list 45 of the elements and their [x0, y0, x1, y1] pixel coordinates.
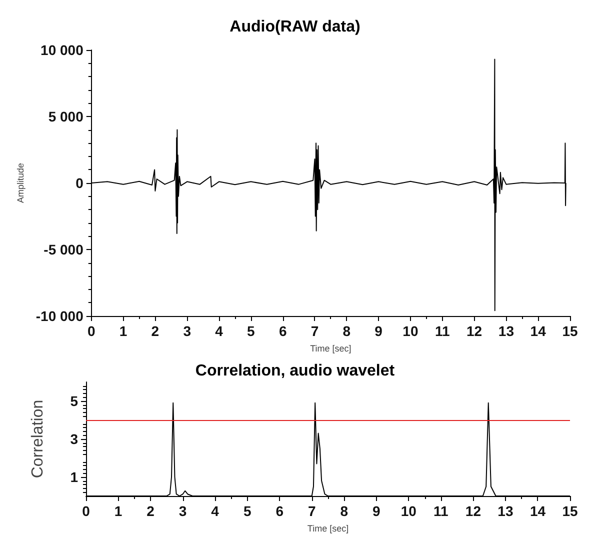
- x-tick-label: 0: [87, 323, 96, 339]
- x-tick-label: 12: [465, 503, 482, 519]
- y-tick-label: 3: [70, 431, 78, 447]
- x-tick-label: 5: [247, 323, 256, 339]
- y-axis-title: Correlation: [30, 400, 46, 478]
- x-tick-label: 11: [434, 503, 449, 519]
- x-tick-label: 8: [342, 323, 351, 339]
- x-tick-label: 1: [114, 503, 122, 519]
- y-tick-label: -5 000: [44, 242, 84, 258]
- x-tick-label: 3: [183, 323, 192, 339]
- x-tick-label: 7: [308, 503, 316, 519]
- x-tick-label: 13: [498, 323, 514, 339]
- chart-title: Audio(RAW data): [230, 18, 360, 36]
- x-tick-label: 2: [151, 323, 160, 339]
- x-tick-label: 14: [530, 503, 546, 519]
- y-tick-label: 10 000: [40, 42, 84, 58]
- y-tick-label: -10 000: [36, 308, 84, 324]
- x-tick-label: 10: [402, 323, 418, 339]
- x-tick-label: 6: [278, 323, 287, 339]
- x-tick-label: 7: [310, 323, 319, 339]
- x-tick-label: 5: [243, 503, 252, 519]
- chart-title: Correlation, audio wavelet: [195, 362, 396, 380]
- y-tick-label: 1: [70, 469, 78, 485]
- y-tick-label: 5: [70, 393, 78, 409]
- x-tick-label: 10: [400, 503, 417, 519]
- y-axis-title: Amplitude: [16, 162, 26, 204]
- x-tick-label: 3: [178, 503, 187, 519]
- x-tick-label: 8: [340, 503, 348, 519]
- x-tick-label: 1: [119, 323, 128, 339]
- x-tick-label: 9: [374, 323, 383, 339]
- x-tick-label: 14: [530, 323, 546, 339]
- x-tick-label: 2: [146, 503, 155, 519]
- x-axis-title: Time [sec]: [307, 524, 349, 534]
- x-tick-label: 9: [372, 503, 380, 519]
- y-tick-label: 5 000: [48, 108, 84, 124]
- x-tick-label: 13: [498, 503, 514, 519]
- x-tick-label: 6: [276, 503, 284, 519]
- x-tick-label: 4: [215, 323, 224, 339]
- y-tick-label: 0: [76, 175, 84, 191]
- x-tick-label: 11: [434, 323, 450, 339]
- x-tick-label: 15: [562, 503, 578, 519]
- x-tick-label: 12: [466, 323, 482, 339]
- x-tick-label: 4: [211, 503, 220, 519]
- x-tick-label: 15: [562, 323, 578, 339]
- x-axis-title: Time [sec]: [310, 344, 352, 354]
